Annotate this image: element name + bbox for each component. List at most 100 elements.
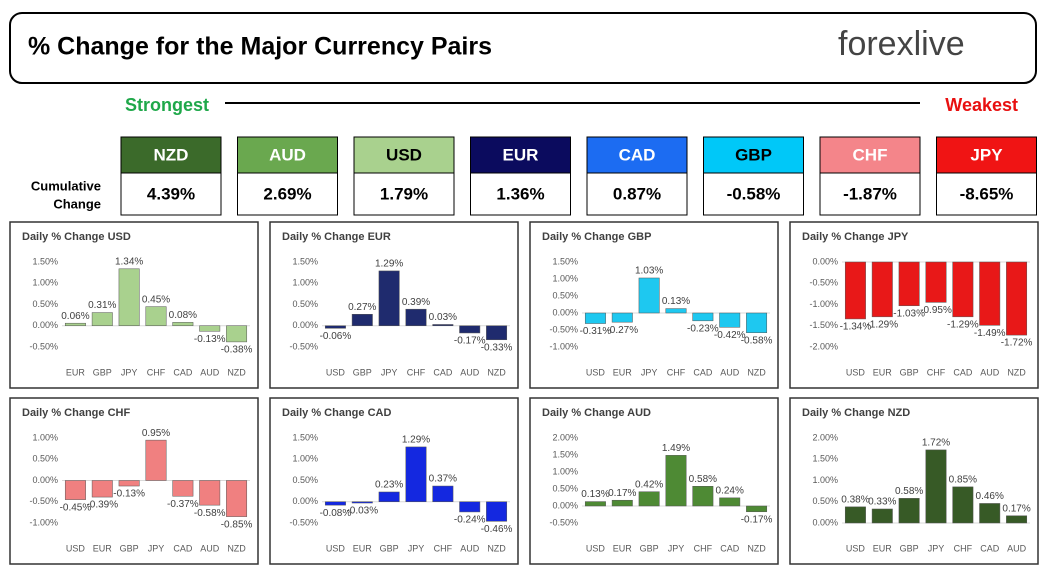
x-tick-label: AUD	[460, 543, 480, 553]
y-tick-label: -1.00%	[29, 517, 58, 527]
currency-name: CHF	[853, 145, 888, 164]
y-tick-label: 0.00%	[552, 307, 578, 317]
y-tick-label: 1.00%	[552, 466, 578, 476]
value-label: 0.17%	[1002, 503, 1030, 514]
cumulative-label: Change	[53, 196, 101, 211]
y-tick-label: 0.00%	[552, 500, 578, 510]
x-tick-label: GBP	[640, 543, 659, 553]
strongest-label: Strongest	[125, 95, 209, 115]
value-label: 0.17%	[608, 488, 636, 499]
x-tick-label: USD	[66, 543, 86, 553]
bar	[746, 312, 768, 333]
value-label: 0.39%	[402, 297, 430, 308]
value-label: -0.13%	[194, 334, 226, 345]
bar	[91, 480, 113, 498]
currency-cell	[470, 172, 571, 216]
panel-title: Daily % Change GBP	[542, 231, 651, 243]
value-label: -0.37%	[167, 499, 199, 510]
currency-change: 2.69%	[263, 184, 311, 203]
bar	[172, 322, 194, 327]
currency-change: 1.36%	[496, 184, 544, 203]
bar	[665, 455, 687, 507]
value-label: 1.29%	[375, 259, 403, 270]
bar	[432, 485, 454, 502]
y-tick-label: -1.00%	[809, 299, 838, 309]
bar	[199, 325, 221, 332]
currency-cell	[353, 172, 455, 216]
x-tick-label: JPY	[381, 367, 398, 377]
currency-header	[120, 136, 222, 174]
value-label: -0.08%	[320, 508, 352, 519]
bar	[871, 261, 893, 318]
bar	[665, 308, 687, 314]
value-label: -0.45%	[60, 502, 92, 513]
bar	[898, 261, 920, 307]
value-label: -0.06%	[320, 331, 352, 342]
currency-name: JPY	[970, 145, 1003, 164]
value-label: 0.03%	[429, 312, 457, 323]
value-label: 0.27%	[348, 302, 376, 313]
value-label: -0.13%	[113, 489, 145, 500]
bar	[324, 501, 346, 506]
bar	[692, 312, 714, 322]
y-tick-label: 0.00%	[812, 517, 838, 527]
currency-name: AUD	[269, 145, 306, 164]
currency-cell	[120, 172, 222, 216]
value-label: -0.17%	[741, 514, 773, 525]
x-tick-label: CAD	[433, 367, 453, 377]
value-label: 0.24%	[716, 485, 744, 496]
y-tick-label: -0.50%	[289, 341, 318, 351]
value-label: 0.23%	[375, 480, 403, 491]
value-label: -0.31%	[580, 326, 612, 337]
currency-cell	[586, 172, 688, 216]
bar	[199, 480, 221, 506]
value-label: 0.45%	[142, 294, 170, 305]
bar	[486, 325, 508, 341]
value-label: -0.27%	[606, 325, 638, 336]
value-label: -1.49%	[974, 328, 1006, 339]
x-tick-label: EUR	[66, 367, 86, 377]
bar	[378, 270, 400, 326]
y-tick-label: 1.00%	[552, 273, 578, 283]
bar	[432, 324, 454, 327]
bar	[844, 506, 866, 524]
x-tick-label: CHF	[694, 543, 713, 553]
value-label: -0.95%	[920, 305, 952, 316]
currency-change: 4.39%	[147, 184, 195, 203]
currency-cell	[936, 172, 1037, 216]
bar	[925, 261, 947, 303]
value-label: 0.95%	[142, 428, 170, 439]
value-label: 0.33%	[868, 497, 896, 508]
value-label: 1.34%	[115, 256, 143, 267]
panel-title: Daily % Change AUD	[542, 407, 651, 419]
y-tick-label: -0.50%	[29, 496, 58, 506]
currency-name: NZD	[154, 145, 189, 164]
currency-cell	[703, 172, 804, 216]
bar	[324, 325, 346, 329]
header-box	[9, 12, 1037, 84]
currency-header	[703, 136, 804, 174]
header-title: % Change for the Major Currency Pairs	[28, 33, 492, 61]
value-label: -0.85%	[221, 519, 253, 530]
currency-change: 1.79%	[380, 184, 428, 203]
x-tick-label: JPY	[641, 367, 658, 377]
x-tick-label: CAD	[693, 367, 713, 377]
y-tick-label: 1.00%	[32, 278, 58, 288]
x-tick-label: AUD	[720, 367, 740, 377]
x-tick-label: CHF	[434, 543, 453, 553]
value-label: -0.24%	[454, 515, 486, 526]
value-label: 1.49%	[662, 443, 690, 454]
x-tick-label: GBP	[353, 367, 372, 377]
y-tick-label: -1.50%	[809, 320, 838, 330]
panel-title: Daily % Change CAD	[282, 407, 391, 419]
bar	[145, 306, 167, 326]
x-tick-label: AUD	[1007, 543, 1027, 553]
value-label: -0.33%	[481, 342, 513, 353]
x-tick-label: CHF	[954, 543, 973, 553]
x-tick-label: CHF	[147, 367, 166, 377]
y-tick-label: -1.00%	[549, 341, 578, 351]
value-label: 0.58%	[895, 486, 923, 497]
x-tick-label: USD	[846, 543, 866, 553]
